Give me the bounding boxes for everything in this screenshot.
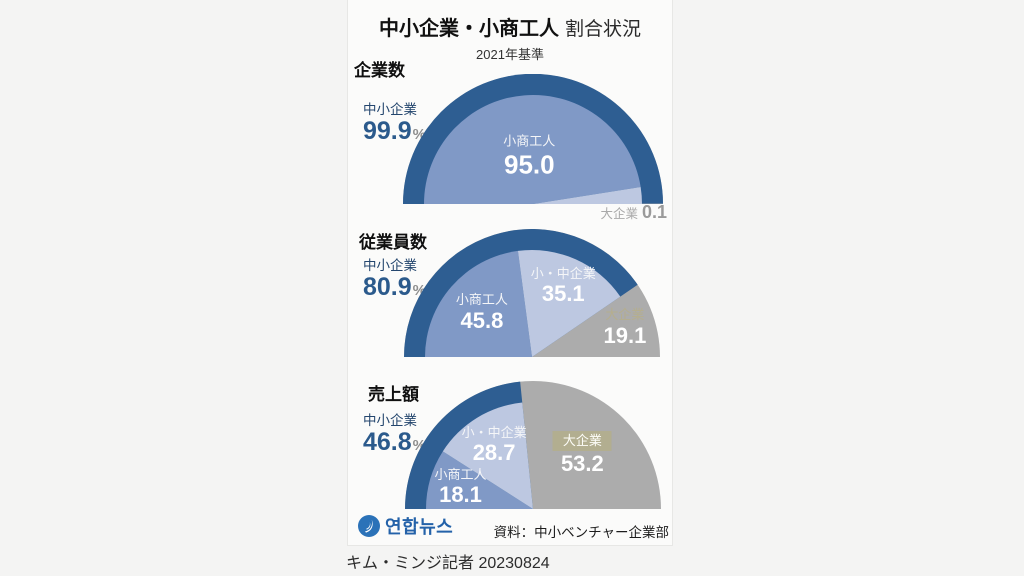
slice-label: 小商工人 95.0 <box>503 134 555 181</box>
section-title-employees: 従業員数 <box>359 233 427 252</box>
slice-name: 小商工人 <box>434 466 487 482</box>
infographic-card: 中小企業・小商工人 割合状況 2021年基準 企業数 中小企業 99.9% 大企業… <box>347 0 673 546</box>
slice-wedge <box>424 94 641 204</box>
highlight-label: 中小企業 <box>363 258 417 273</box>
slice-wedge <box>442 402 533 509</box>
slice-value: 35.1 <box>541 281 585 307</box>
slice-value: 95.0 <box>504 149 555 180</box>
slice-label: 大企業 53.2 <box>552 431 612 477</box>
section-title-enterprises: 企業数 <box>354 61 405 80</box>
slice-label: 小・中企業 28.7 <box>462 425 527 467</box>
page-subtitle: 2021年基準 <box>476 47 544 62</box>
slice-label: 小・中企業 35.1 <box>531 266 596 308</box>
highlight-value: 99.9% <box>363 117 427 145</box>
slice-name: 大企業 <box>605 307 645 323</box>
yonhap-logo-text: 연합뉴스 <box>385 517 454 537</box>
slice-wedge <box>425 250 532 357</box>
slice-value: 45.8 <box>460 307 504 333</box>
highlight-value: 80.9% <box>363 273 427 301</box>
yonhap-logo: 연합뉴스 <box>357 513 453 539</box>
highlight-enterprises: 中小企業 99.9% <box>363 98 426 146</box>
highlight-label: 中小企業 <box>363 102 417 117</box>
slice-label: 大企業 19.1 <box>604 307 647 349</box>
semicircle-svg <box>405 381 661 509</box>
page-title-bold: 中小企業・小商工人 <box>378 18 559 40</box>
highlight-label: 中小企業 <box>363 413 417 428</box>
semicircle-svg <box>404 229 660 357</box>
slice-name: 小商工人 <box>503 133 556 149</box>
highlight-employees: 中小企業 80.9% <box>363 254 426 302</box>
slice-wedge <box>426 451 533 509</box>
page-title-regular: 割合状況 <box>564 19 641 40</box>
slice-name: 小・中企業 <box>530 265 596 281</box>
highlight-value: 46.8% <box>363 428 427 456</box>
yonhap-logo-icon <box>358 515 380 537</box>
slice-name: 大企業 <box>552 431 612 452</box>
highlight-sales: 中小企業 46.8% <box>363 409 426 457</box>
slice-value: 53.2 <box>560 451 604 477</box>
source-note: 資料：中小ベンチャー企業部 <box>493 525 669 540</box>
section-title-sales: 売上額 <box>368 385 419 404</box>
slice-value: 18.1 <box>439 482 482 508</box>
slice-label: 小商工人 45.8 <box>456 292 508 334</box>
slice-wedge <box>533 186 642 204</box>
semicircle-svg <box>403 74 663 204</box>
slice-name: 小・中企業 <box>461 424 527 440</box>
slice-value: 19.1 <box>603 322 647 348</box>
page-title: 中小企業・小商工人 割合状況 <box>348 12 672 41</box>
outside-label-large-enterprise: 大企業 0.1 <box>600 202 667 222</box>
slice-name: 小商工人 <box>455 292 508 308</box>
slice-wedge <box>517 249 621 357</box>
slice-label: 小商工人 18.1 <box>434 467 486 509</box>
reporter-credit: キム・ミンジ記者 20230824 <box>346 555 550 572</box>
slice-value: 28.7 <box>472 440 516 466</box>
